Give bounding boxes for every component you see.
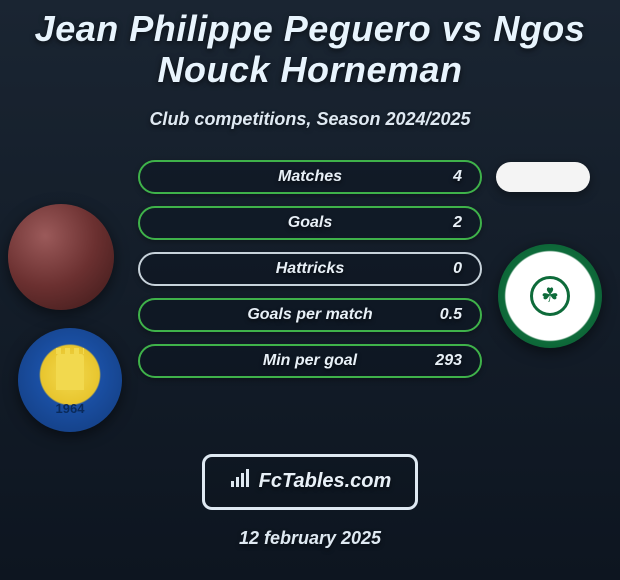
bar-chart-icon xyxy=(229,469,251,495)
stat-row-goals: Goals 2 xyxy=(138,206,482,240)
stat-row-matches: Matches 4 xyxy=(138,160,482,194)
stat-value: 0.5 xyxy=(440,306,462,324)
stat-row-goals-per-match: Goals per match 0.5 xyxy=(138,298,482,332)
stat-row-hattricks: Hattricks 0 xyxy=(138,252,482,286)
brand-text: FcTables.com xyxy=(259,470,392,493)
stat-label: Goals xyxy=(288,214,332,232)
club-left-year: 1964 xyxy=(18,401,122,416)
brand-logo-box[interactable]: FcTables.com xyxy=(202,454,418,510)
clover-icon: ☘ xyxy=(530,276,570,316)
club-left-badge: 1964 xyxy=(18,328,122,432)
stat-label: Min per goal xyxy=(263,352,357,370)
stat-value: 293 xyxy=(435,352,462,370)
stats-column: Matches 4 Goals 2 Hattricks 0 Goals per … xyxy=(138,160,482,390)
club-right-badge: ☘ xyxy=(498,244,602,348)
stat-label: Goals per match xyxy=(247,306,372,324)
stat-label: Matches xyxy=(278,168,342,186)
player-right-avatar xyxy=(496,162,590,192)
stat-row-min-per-goal: Min per goal 293 xyxy=(138,344,482,378)
comparison-area: 1964 ☘ Matches 4 Goals 2 Hattricks 0 Goa… xyxy=(0,160,620,420)
stat-value: 4 xyxy=(453,168,462,186)
footer-date: 12 february 2025 xyxy=(0,528,620,549)
tower-icon xyxy=(56,354,84,390)
stat-value: 2 xyxy=(453,214,462,232)
stat-value: 0 xyxy=(453,260,462,278)
page-title: Jean Philippe Peguero vs Ngos Nouck Horn… xyxy=(0,0,620,95)
player-left-avatar xyxy=(8,204,114,310)
season-subtitle: Club competitions, Season 2024/2025 xyxy=(0,109,620,130)
stat-label: Hattricks xyxy=(276,260,344,278)
